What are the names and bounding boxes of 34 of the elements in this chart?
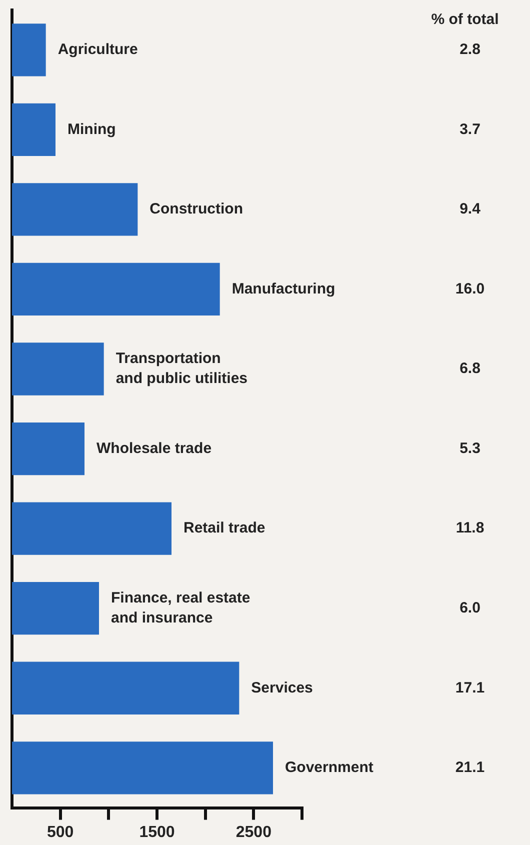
y-tick-label: Services <box>251 679 313 696</box>
bar <box>12 24 46 76</box>
text: 9.4 <box>460 200 482 218</box>
bar <box>12 742 273 794</box>
y-tick-label: Agriculture <box>58 41 138 58</box>
bar <box>12 582 99 635</box>
y-tick-label: Construction <box>150 200 243 218</box>
text: 2.8 <box>460 41 480 58</box>
text: 6.8 <box>460 360 480 378</box>
bar <box>12 662 240 714</box>
text: 17.1 <box>455 679 485 696</box>
bar <box>12 422 84 476</box>
y-tick-label: Wholesale trade <box>96 440 212 457</box>
bar <box>12 262 220 316</box>
bar <box>12 183 138 236</box>
y-tick-label: Transportation and public utilities <box>116 350 248 388</box>
bar <box>12 502 172 555</box>
text: 3.7 <box>460 120 480 138</box>
text: 5.3 <box>460 440 480 457</box>
text: 16.0 <box>455 280 485 298</box>
y-tick-label: Mining <box>68 120 116 138</box>
text: % of total <box>431 11 499 28</box>
x-tick-label: 500 <box>46 824 74 841</box>
bar <box>12 103 56 156</box>
bar <box>12 342 104 396</box>
y-tick-label: Government <box>285 759 374 776</box>
x-tick-label: 2500 <box>236 824 272 841</box>
text: 11.8 <box>456 520 484 537</box>
text: 21.1 <box>455 759 485 776</box>
y-tick-label: Finance, real estate and insurance <box>111 589 250 626</box>
text: 6.0 <box>460 599 480 616</box>
x-tick-label: 1500 <box>139 824 175 841</box>
y-tick-label: Retail trade <box>184 520 266 537</box>
y-tick-label: Manufacturing <box>232 280 336 298</box>
